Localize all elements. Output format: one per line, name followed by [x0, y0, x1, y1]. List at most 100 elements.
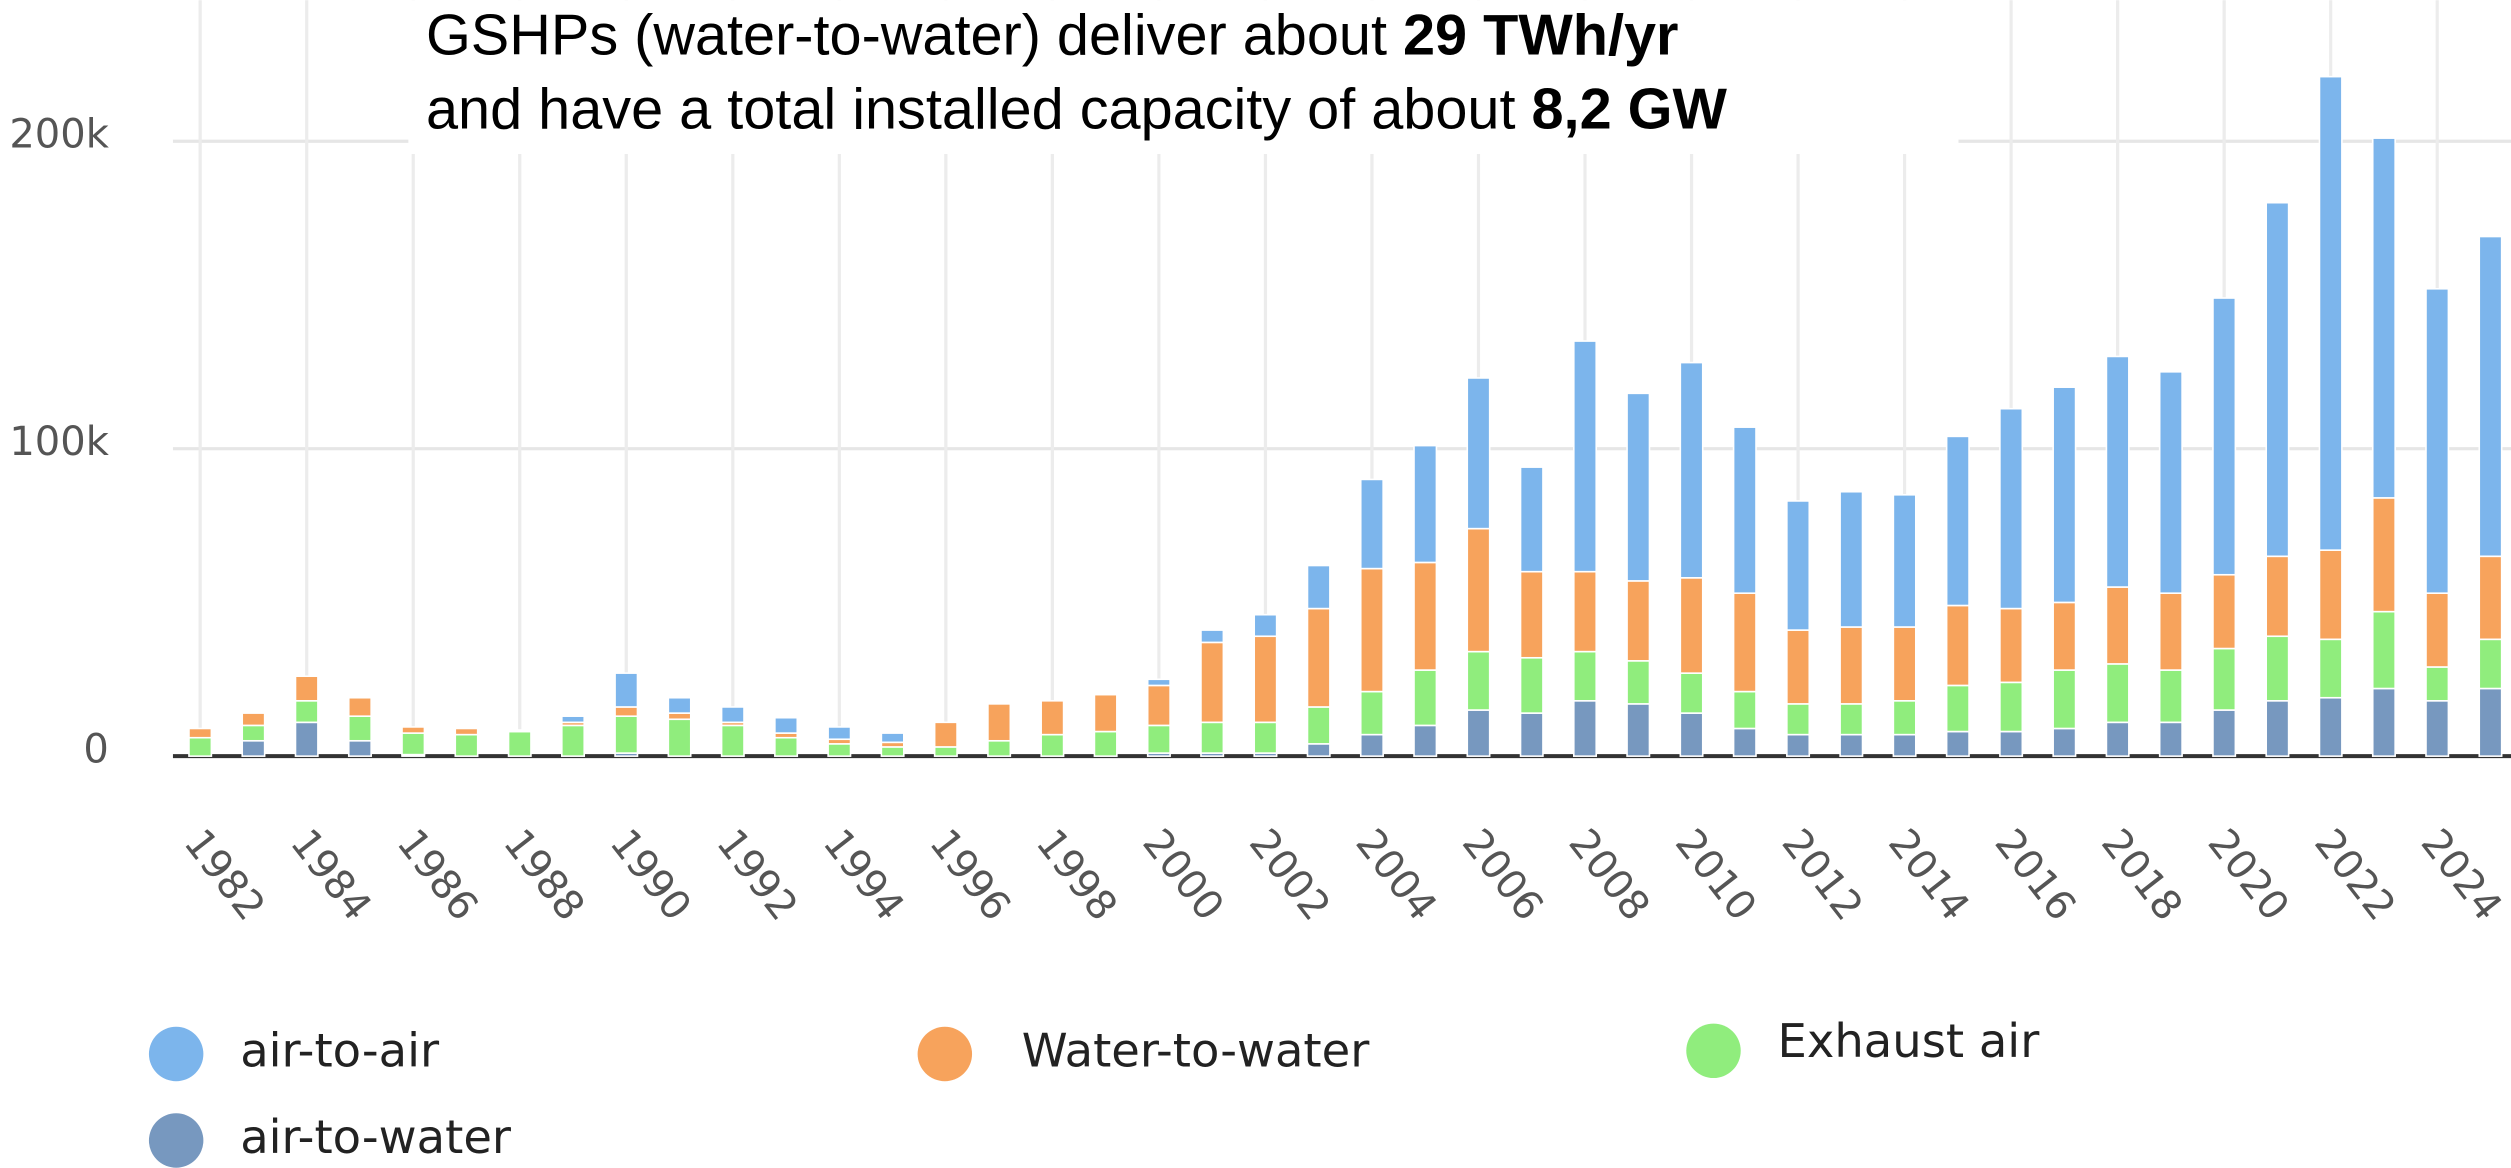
legend-label: air-to-water — [240, 1110, 512, 1164]
y-tick-label: 0 — [83, 726, 108, 772]
x-tick-label: 2012 — [1773, 821, 1872, 930]
bar-segment — [401, 732, 426, 756]
bar-segment — [2158, 721, 2183, 757]
annotation: GSHPs (water-to-water) deliver about 29 T… — [426, 4, 1678, 68]
bar-segment — [1040, 733, 1065, 757]
bar-segment — [2478, 638, 2503, 690]
bar-segment — [241, 712, 266, 727]
bar-segment — [1679, 577, 1704, 674]
bar-segment — [2425, 700, 2450, 757]
bar-segment — [1892, 733, 1917, 757]
annotation-bold: 8,2 GW — [1532, 77, 1728, 141]
bar-segment — [1200, 629, 1225, 644]
bar-segment — [2052, 601, 2077, 671]
bar-segment — [1519, 570, 1544, 659]
bar-segment — [1732, 727, 1757, 757]
bar-segment — [2478, 687, 2503, 757]
bar-segment — [1945, 604, 1970, 687]
bar-segment — [1945, 730, 1970, 757]
bar-segment — [2425, 287, 2450, 594]
bar-segment — [1786, 629, 1811, 705]
bar-segment — [614, 715, 639, 754]
bar-segment — [1945, 684, 1970, 733]
bar-segment — [507, 730, 532, 757]
bar-segment — [2425, 592, 2450, 668]
bar-segment — [1200, 721, 1225, 754]
bar-segment — [1679, 712, 1704, 757]
bar-segment — [2265, 700, 2290, 757]
x-tick-label: 1988 — [494, 821, 593, 930]
annotation-bold: 29 TWh/yr — [1403, 4, 1678, 68]
bar-segment — [1413, 444, 1438, 564]
bar-segment — [454, 733, 479, 757]
annotation: and have a total installed capacity of a… — [426, 77, 1728, 141]
x-tick-label: 2020 — [2199, 821, 2298, 930]
x-tick-label: 1986 — [388, 821, 487, 930]
bar-segment — [2371, 137, 2396, 499]
x-tick-label: 2022 — [2305, 821, 2404, 930]
bar-segment — [1679, 361, 1704, 579]
bar-segment — [1839, 490, 1864, 628]
x-tick-label: 2010 — [1666, 821, 1765, 930]
bar-segment — [1839, 626, 1864, 705]
bar-segment — [1413, 669, 1438, 727]
bar-segment — [2265, 555, 2290, 638]
bar-segment — [1786, 703, 1811, 736]
bars — [188, 75, 2503, 757]
bar-segment — [294, 675, 319, 702]
bar-segment — [1732, 592, 1757, 693]
bar-segment — [188, 727, 213, 739]
bar-segment — [933, 721, 958, 748]
x-tick-label: 2014 — [1879, 821, 1978, 930]
bar-segment — [1466, 377, 1491, 530]
bar-segment — [1306, 607, 1331, 708]
bar-segment — [2318, 549, 2343, 641]
bar-segment — [1200, 641, 1225, 724]
bar-segment — [1253, 613, 1278, 638]
bar-segment — [347, 696, 372, 717]
bar-segment — [2265, 635, 2290, 702]
bar-segment — [1306, 706, 1331, 745]
bar-segment — [1253, 635, 1278, 724]
bar-segment — [1253, 721, 1278, 754]
annotation-box — [408, 0, 1959, 155]
bar-segment — [987, 703, 1012, 742]
bar-segment — [401, 726, 426, 734]
bar-segment — [1146, 724, 1171, 754]
y-tick-label: 100k — [9, 419, 109, 465]
x-tick-label: 1990 — [601, 821, 700, 930]
bar-segment — [2052, 727, 2077, 757]
bar-segment — [1626, 703, 1651, 757]
bar-segment — [1892, 626, 1917, 702]
bar-segment — [2105, 586, 2130, 665]
bar-segment — [1572, 650, 1598, 702]
bar-segment — [2212, 297, 2237, 576]
x-tick-label: 1984 — [281, 821, 380, 930]
bar-segment — [1786, 500, 1811, 631]
bar-segment — [347, 739, 372, 757]
bar-segment — [2371, 687, 2396, 757]
bar-segment — [933, 746, 958, 757]
bar-segment — [294, 700, 319, 724]
bar-segment — [2212, 647, 2237, 711]
y-tick-label: 200k — [9, 111, 109, 157]
bar-segment — [1839, 703, 1864, 736]
bar-segment — [347, 715, 372, 742]
bar-segment — [2425, 666, 2450, 702]
legend-label: Water-to-water — [1022, 1024, 1371, 1078]
bar-segment — [1839, 733, 1864, 757]
bar-segment — [2371, 497, 2396, 613]
bar-segment — [774, 716, 799, 734]
x-tick-label: 2018 — [2092, 821, 2191, 930]
bar-segment — [561, 724, 586, 757]
bar-segment — [1466, 527, 1491, 653]
x-tick-label: 1998 — [1027, 821, 1126, 930]
bar-segment — [2158, 371, 2183, 594]
bar-segment — [720, 706, 745, 724]
bar-segment — [1466, 650, 1491, 711]
x-tick-label: 2006 — [1453, 821, 1552, 930]
bar-segment — [667, 712, 692, 721]
bar-segment — [2478, 555, 2503, 641]
legend-label: air-to-air — [240, 1024, 440, 1078]
